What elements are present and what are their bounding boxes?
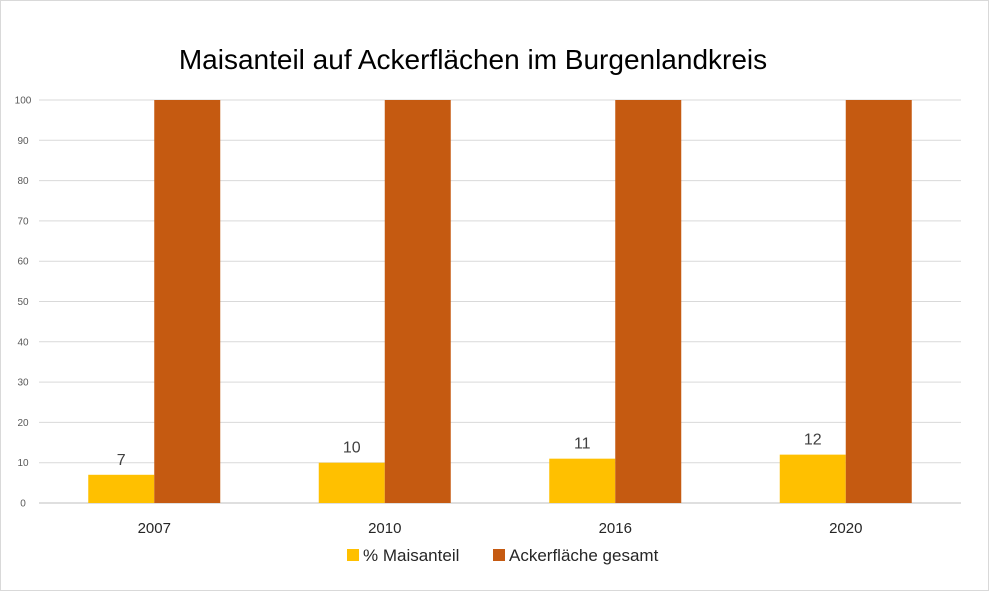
legend-label-maisanteil: % Maisanteil [363, 546, 459, 565]
legend-swatch-maisanteil [347, 549, 359, 561]
y-tick-label: 50 [17, 297, 29, 308]
bar-maisanteil-2016 [549, 458, 616, 503]
bar-ackerflaeche-2010 [384, 100, 451, 503]
bars [88, 100, 912, 503]
chart-title: Maisanteil auf Ackerflächen im Burgenlan… [179, 44, 767, 75]
y-tick-label: 20 [17, 418, 29, 429]
data-label-2016: 11 [574, 436, 591, 453]
bar-ackerflaeche-2016 [615, 100, 682, 503]
x-tick-label: 2010 [368, 520, 401, 537]
legend: % Maisanteil Ackerfläche gesamt [347, 546, 659, 565]
data-label-2010: 10 [343, 440, 361, 457]
y-tick-label: 40 [17, 337, 29, 348]
y-tick-label: 60 [17, 257, 29, 268]
data-labels: 7 10 11 12 [117, 432, 822, 469]
bar-maisanteil-2020 [779, 454, 846, 503]
legend-label-ackerflaeche: Ackerfläche gesamt [509, 546, 659, 565]
x-tick-label: 2016 [599, 520, 632, 537]
y-tick-label: 80 [17, 176, 29, 187]
data-label-2020: 12 [804, 432, 822, 449]
bar-maisanteil-2007 [88, 474, 155, 503]
y-tick-label: 90 [17, 136, 29, 147]
bar-ackerflaeche-2007 [154, 100, 221, 503]
bar-ackerflaeche-2020 [845, 100, 912, 503]
x-axis-ticks: 2007 2010 2016 2020 [138, 520, 863, 537]
y-tick-label: 0 [20, 499, 26, 510]
data-label-2007: 7 [117, 452, 126, 469]
x-tick-label: 2020 [829, 520, 862, 537]
y-tick-label: 70 [17, 216, 29, 227]
y-tick-label: 30 [17, 378, 29, 389]
legend-swatch-ackerflaeche [493, 549, 505, 561]
y-tick-label: 10 [17, 458, 29, 469]
y-axis-ticks: 0 10 20 30 40 50 60 70 80 90 100 [15, 96, 32, 510]
y-tick-label: 100 [15, 96, 32, 107]
x-tick-label: 2007 [138, 520, 171, 537]
bar-maisanteil-2010 [318, 462, 385, 503]
